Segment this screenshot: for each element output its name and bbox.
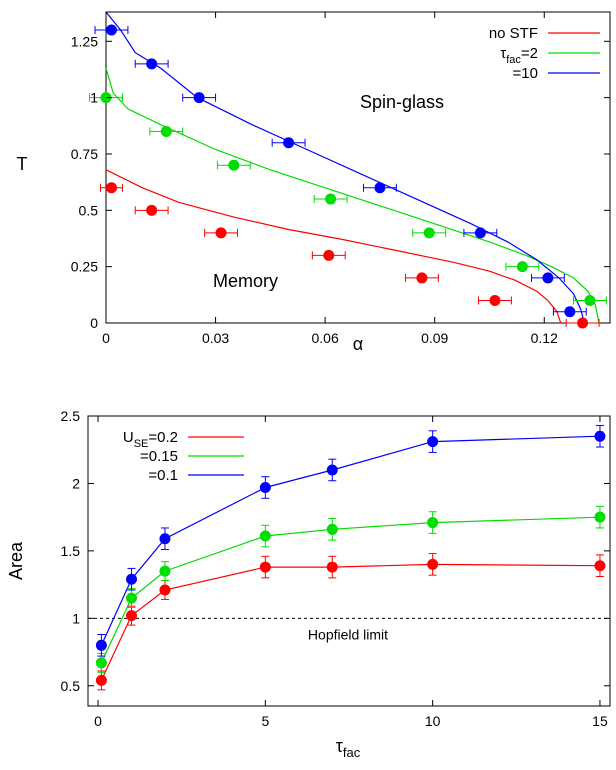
bottom-point	[95, 639, 107, 651]
top-point	[577, 317, 589, 329]
top-point	[542, 272, 554, 284]
bottom-point	[259, 561, 271, 573]
bottom-ytick-label: 2	[72, 475, 80, 491]
bottom-point	[159, 565, 171, 577]
bottom-legend-label: =0.1	[148, 467, 178, 484]
bottom-point	[159, 584, 171, 596]
top-curve	[105, 68, 600, 324]
hopfield-limit-label: Hopfield limit	[308, 626, 388, 642]
bottom-point	[594, 430, 606, 442]
bottom-point	[126, 573, 137, 585]
top-point	[146, 58, 158, 70]
bottom-point	[126, 610, 137, 622]
bottom-ylabel: Area	[6, 541, 26, 580]
top-curve	[105, 169, 562, 324]
top-ylabel: T	[17, 154, 28, 174]
top-point	[160, 125, 172, 137]
annotation-spin-glass: Spin-glass	[360, 92, 444, 112]
top-ytick-label: 0.5	[79, 202, 99, 218]
top-point	[105, 182, 117, 194]
top-legend-label: τfac=2	[500, 45, 538, 66]
top-point	[489, 294, 501, 306]
bottom-ticks: 0 5 10 15 0.5 1 1.5 2 2.5	[61, 408, 610, 729]
bottom-legend-label: =0.15	[140, 448, 178, 465]
bottom-xtick-label: 5	[261, 713, 269, 729]
bottom-xlabel: τfac	[336, 736, 361, 760]
top-ytick-label: 1	[90, 90, 98, 106]
bottom-point	[427, 558, 439, 570]
bottom-point	[427, 436, 439, 448]
bottom-point	[126, 592, 137, 604]
bottom-series-line	[100, 563, 601, 681]
top-ytick-label: 0.75	[71, 146, 98, 162]
bottom-point	[326, 561, 338, 573]
top-points	[89, 24, 607, 329]
top-point	[416, 272, 428, 284]
bottom-points	[95, 424, 606, 691]
bottom-point	[95, 657, 107, 669]
top-point	[584, 294, 596, 306]
top-point	[105, 24, 117, 36]
top-legend-label: =10	[513, 65, 538, 82]
bottom-xtick-label: 0	[94, 713, 102, 729]
top-xtick-label: 0	[102, 330, 110, 346]
top-legend-label: no STF	[489, 25, 538, 42]
top-legend: no STF τfac=2=10	[489, 25, 600, 82]
bottom-point	[259, 481, 271, 493]
bottom-point	[159, 533, 171, 545]
bottom-ytick-label: 1.5	[61, 543, 81, 559]
top-xtick-label: 0.09	[421, 330, 448, 346]
top-point	[283, 137, 295, 149]
bottom-legend-label: USE=0.2	[123, 429, 178, 450]
top-plot-frame	[105, 11, 611, 324]
top-point	[474, 227, 486, 239]
top-point	[423, 227, 435, 239]
top-ticks: 0 0.03 0.06 0.09 0.12 0 0.25 0.5 0.75 1 1.25	[71, 12, 610, 346]
bottom-point	[594, 511, 606, 523]
bottom-point	[427, 517, 439, 529]
bottom-plot-frame	[87, 415, 611, 707]
bottom-xtick-label: 10	[425, 713, 441, 729]
bottom-legend: USE=0.2=0.15 =0.1	[123, 429, 244, 484]
top-ytick-label: 1.25	[71, 33, 98, 49]
bottom-point	[95, 674, 107, 686]
top-point	[146, 204, 158, 216]
bottom-ytick-label: 0.5	[61, 678, 81, 694]
top-xlabel: α	[353, 334, 363, 354]
top-ytick-label: 0	[90, 315, 98, 331]
top-point	[228, 159, 240, 171]
bottom-point	[259, 530, 271, 542]
top-ytick-label: 0.25	[71, 259, 98, 275]
bottom-ytick-label: 2.5	[61, 408, 81, 424]
phase-diagram-panel: 0 0.03 0.06 0.09 0.12 0 0.25 0.5 0.75 1 1.25 α T S…	[17, 11, 611, 354]
top-xtick-label: 0.12	[531, 330, 558, 346]
bottom-point	[594, 560, 606, 572]
annotation-memory: Memory	[213, 271, 278, 291]
top-point	[374, 182, 386, 194]
top-xtick-label: 0.06	[312, 330, 339, 346]
top-point	[193, 92, 205, 104]
bottom-point	[326, 523, 338, 535]
top-point	[215, 227, 227, 239]
top-point	[325, 193, 337, 205]
bottom-point	[326, 464, 338, 476]
bottom-ytick-label: 1	[72, 610, 80, 626]
top-point	[564, 306, 576, 318]
top-point	[516, 261, 528, 273]
top-xtick-label: 0.03	[202, 330, 229, 346]
area-panel: Hopfield limit 0 5 10 15 0.5 1 1.5 2 2.5 τfac Ar…	[6, 408, 611, 760]
bottom-xtick-label: 15	[592, 713, 608, 729]
top-point	[323, 249, 335, 261]
